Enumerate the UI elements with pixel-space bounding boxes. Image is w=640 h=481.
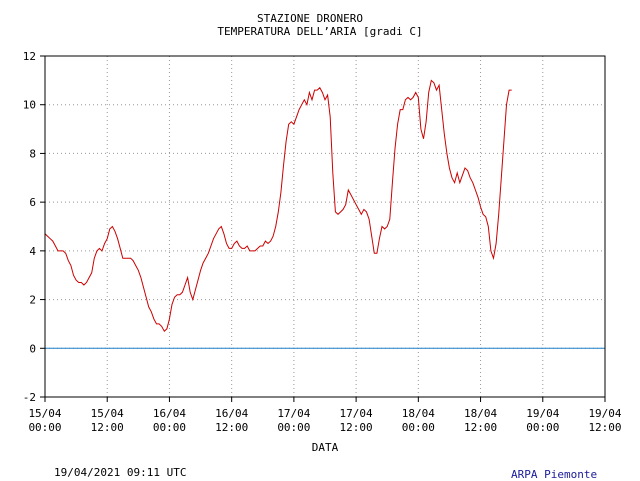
chart-subtitle: TEMPERATURA DELL’ARIA [gradi C] [217, 25, 423, 38]
x-tick-label-date: 18/04 [464, 407, 497, 420]
x-tick-label-time: 12:00 [91, 421, 124, 434]
x-tick-label-time: 12:00 [340, 421, 373, 434]
y-tick-label: 10 [23, 99, 36, 112]
x-tick-label-time: 00:00 [28, 421, 61, 434]
x-tick-label-date: 15/04 [91, 407, 124, 420]
y-axis-ticks: -2 0 2 4 6 8 10 12 [23, 50, 45, 404]
y-tick-label: 8 [29, 147, 36, 160]
y-tick-label: -2 [23, 391, 36, 404]
x-tick-label-time: 12:00 [215, 421, 248, 434]
y-tick-label: 12 [23, 50, 36, 63]
x-tick-label-date: 19/04 [526, 407, 559, 420]
grid-lines [45, 56, 605, 397]
x-tick-label-time: 00:00 [277, 421, 310, 434]
x-tick-label-time: 00:00 [526, 421, 559, 434]
x-tick-label-date: 17/04 [340, 407, 373, 420]
x-tick-label-date: 17/04 [277, 407, 310, 420]
x-tick-label-date: 15/04 [28, 407, 61, 420]
credit-label: ARPA Piemonte [511, 468, 598, 481]
x-tick-label-time: 12:00 [464, 421, 497, 434]
y-tick-label: 4 [29, 245, 36, 258]
x-tick-label-time: 00:00 [153, 421, 186, 434]
y-tick-label: 6 [29, 196, 36, 209]
update-timestamp: 19/04/2021 09:11 UTC [54, 466, 187, 479]
x-tick-label-date: 16/04 [153, 407, 186, 420]
chart-title: STAZIONE DRONERO [257, 12, 363, 25]
y-tick-label: 2 [29, 294, 36, 307]
plot-frame [44, 55, 606, 398]
x-axis-ticks: 15/0400:0015/0412:0016/0400:0016/0412:00… [28, 397, 622, 434]
x-tick-label-date: 18/04 [402, 407, 435, 420]
x-tick-label-date: 19/04 [588, 407, 621, 420]
x-axis-label: DATA [312, 441, 339, 454]
x-tick-label-date: 16/04 [215, 407, 248, 420]
y-tick-label: 0 [29, 342, 36, 355]
x-tick-label-time: 00:00 [402, 421, 435, 434]
temperature-series-line [44, 79, 512, 333]
x-tick-label-time: 12:00 [588, 421, 621, 434]
